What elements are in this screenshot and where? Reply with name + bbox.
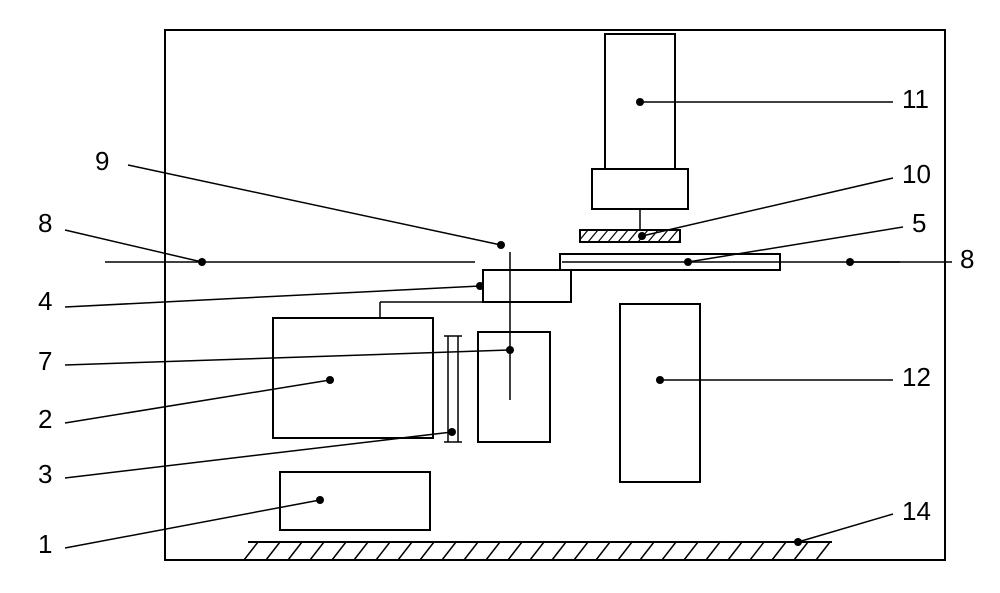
dot-9	[497, 241, 505, 249]
dot-8	[846, 258, 854, 266]
component-2	[273, 318, 433, 438]
dot-12	[656, 376, 664, 384]
label-14: 14	[902, 496, 931, 526]
leader-7	[65, 350, 510, 365]
leader-10	[642, 178, 893, 236]
dot-11	[636, 98, 644, 106]
label-4: 4	[38, 286, 52, 316]
component-4	[483, 270, 571, 302]
label-10: 10	[902, 159, 931, 189]
component-7	[478, 332, 550, 442]
dot-1	[316, 496, 324, 504]
leader-9	[128, 165, 501, 245]
leader-8	[65, 230, 202, 262]
label-8: 8	[960, 244, 974, 274]
dot-10	[638, 232, 646, 240]
leader-5	[688, 227, 903, 262]
label-12: 12	[902, 362, 931, 392]
component-1	[280, 472, 430, 530]
dot-8	[198, 258, 206, 266]
label-3: 3	[38, 459, 52, 489]
component-11-base	[592, 169, 688, 209]
leader-1	[65, 500, 320, 548]
component-10-hatch	[580, 230, 680, 242]
label-5: 5	[912, 208, 926, 238]
dot-2	[326, 376, 334, 384]
diagram-canvas: 98472311110581214	[0, 0, 1000, 593]
outer-frame	[165, 30, 945, 560]
component-12	[620, 304, 700, 482]
leader-14	[798, 514, 893, 542]
leader-4	[65, 286, 480, 307]
label-2: 2	[38, 404, 52, 434]
ground-hatch	[244, 542, 830, 560]
dot-7	[506, 346, 514, 354]
label-8: 8	[38, 208, 52, 238]
label-11: 11	[902, 84, 929, 114]
label-9: 9	[95, 146, 109, 176]
label-7: 7	[38, 346, 52, 376]
leader-2	[65, 380, 330, 423]
label-1: 1	[38, 529, 52, 559]
dot-14	[794, 538, 802, 546]
dot-4	[476, 282, 484, 290]
dot-3	[448, 428, 456, 436]
dot-5	[684, 258, 692, 266]
